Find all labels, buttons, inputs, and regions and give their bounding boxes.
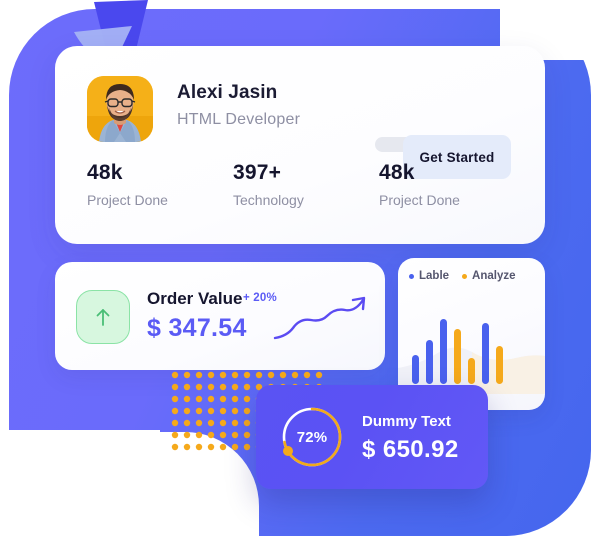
chart-bar bbox=[426, 339, 433, 384]
donut-handle-dot bbox=[283, 446, 293, 456]
legend-dot-analyze bbox=[462, 273, 468, 279]
stat-item: 397+ Technology bbox=[233, 161, 379, 208]
arrow-up-icon bbox=[76, 290, 130, 344]
chart-bar bbox=[496, 346, 503, 384]
stat-label: Technology bbox=[233, 192, 304, 208]
progress-donut bbox=[278, 403, 346, 471]
chart-bar bbox=[454, 329, 461, 384]
legend-dot-lable bbox=[409, 273, 414, 279]
profile-card: Alexi Jasin HTML Developer Get Started 4… bbox=[55, 46, 545, 244]
dummy-text-card: 72% Dummy Text $ 650.92 bbox=[256, 385, 488, 489]
legend-item-lable: Lable bbox=[409, 270, 449, 282]
legend-label: Lable bbox=[419, 270, 450, 282]
avatar bbox=[87, 76, 153, 142]
get-started-button[interactable]: Get Started bbox=[403, 135, 511, 179]
stat-label: Project Done bbox=[379, 192, 460, 208]
backdrop-notch-bottom-left-2 bbox=[0, 430, 160, 544]
chart-legend: Lable Analyze bbox=[409, 270, 516, 282]
stat-value: 397+ bbox=[233, 161, 282, 184]
chart-bar bbox=[440, 318, 447, 384]
stat-value: 48k bbox=[87, 161, 123, 184]
dummy-amount: $ 650.92 bbox=[362, 436, 459, 463]
order-value-title: Order Value bbox=[147, 289, 243, 308]
stat-item: 48k Project Done bbox=[87, 161, 233, 208]
stat-value: 48k bbox=[379, 161, 415, 184]
analytics-chart-card: Lable Analyze bbox=[398, 258, 545, 410]
profile-name: Alexi Jasin bbox=[177, 82, 278, 103]
chart-plot-area bbox=[398, 294, 545, 394]
legend-label: Analyze bbox=[472, 270, 516, 282]
profile-stats: 48k Project Done 397+ Technology 48k Pro… bbox=[87, 161, 527, 208]
chart-bar bbox=[482, 323, 489, 384]
trend-arrow-icon bbox=[273, 290, 373, 346]
chart-bar bbox=[468, 358, 475, 384]
donut-percent-label: 72% bbox=[296, 428, 328, 446]
stat-label: Project Done bbox=[87, 192, 168, 208]
chart-bars bbox=[412, 308, 534, 384]
profile-role: HTML Developer bbox=[177, 111, 301, 128]
order-value-amount: $ 347.54 bbox=[147, 314, 247, 342]
chart-bar bbox=[412, 355, 419, 384]
order-value-card: Order Value $ 347.54 bbox=[55, 262, 385, 370]
legend-item-analyze: Analyze bbox=[462, 270, 516, 282]
trend-percent-label: + 20% bbox=[243, 292, 277, 304]
stat-item: 48k Project Done bbox=[379, 161, 525, 208]
dummy-title: Dummy Text bbox=[362, 413, 451, 430]
